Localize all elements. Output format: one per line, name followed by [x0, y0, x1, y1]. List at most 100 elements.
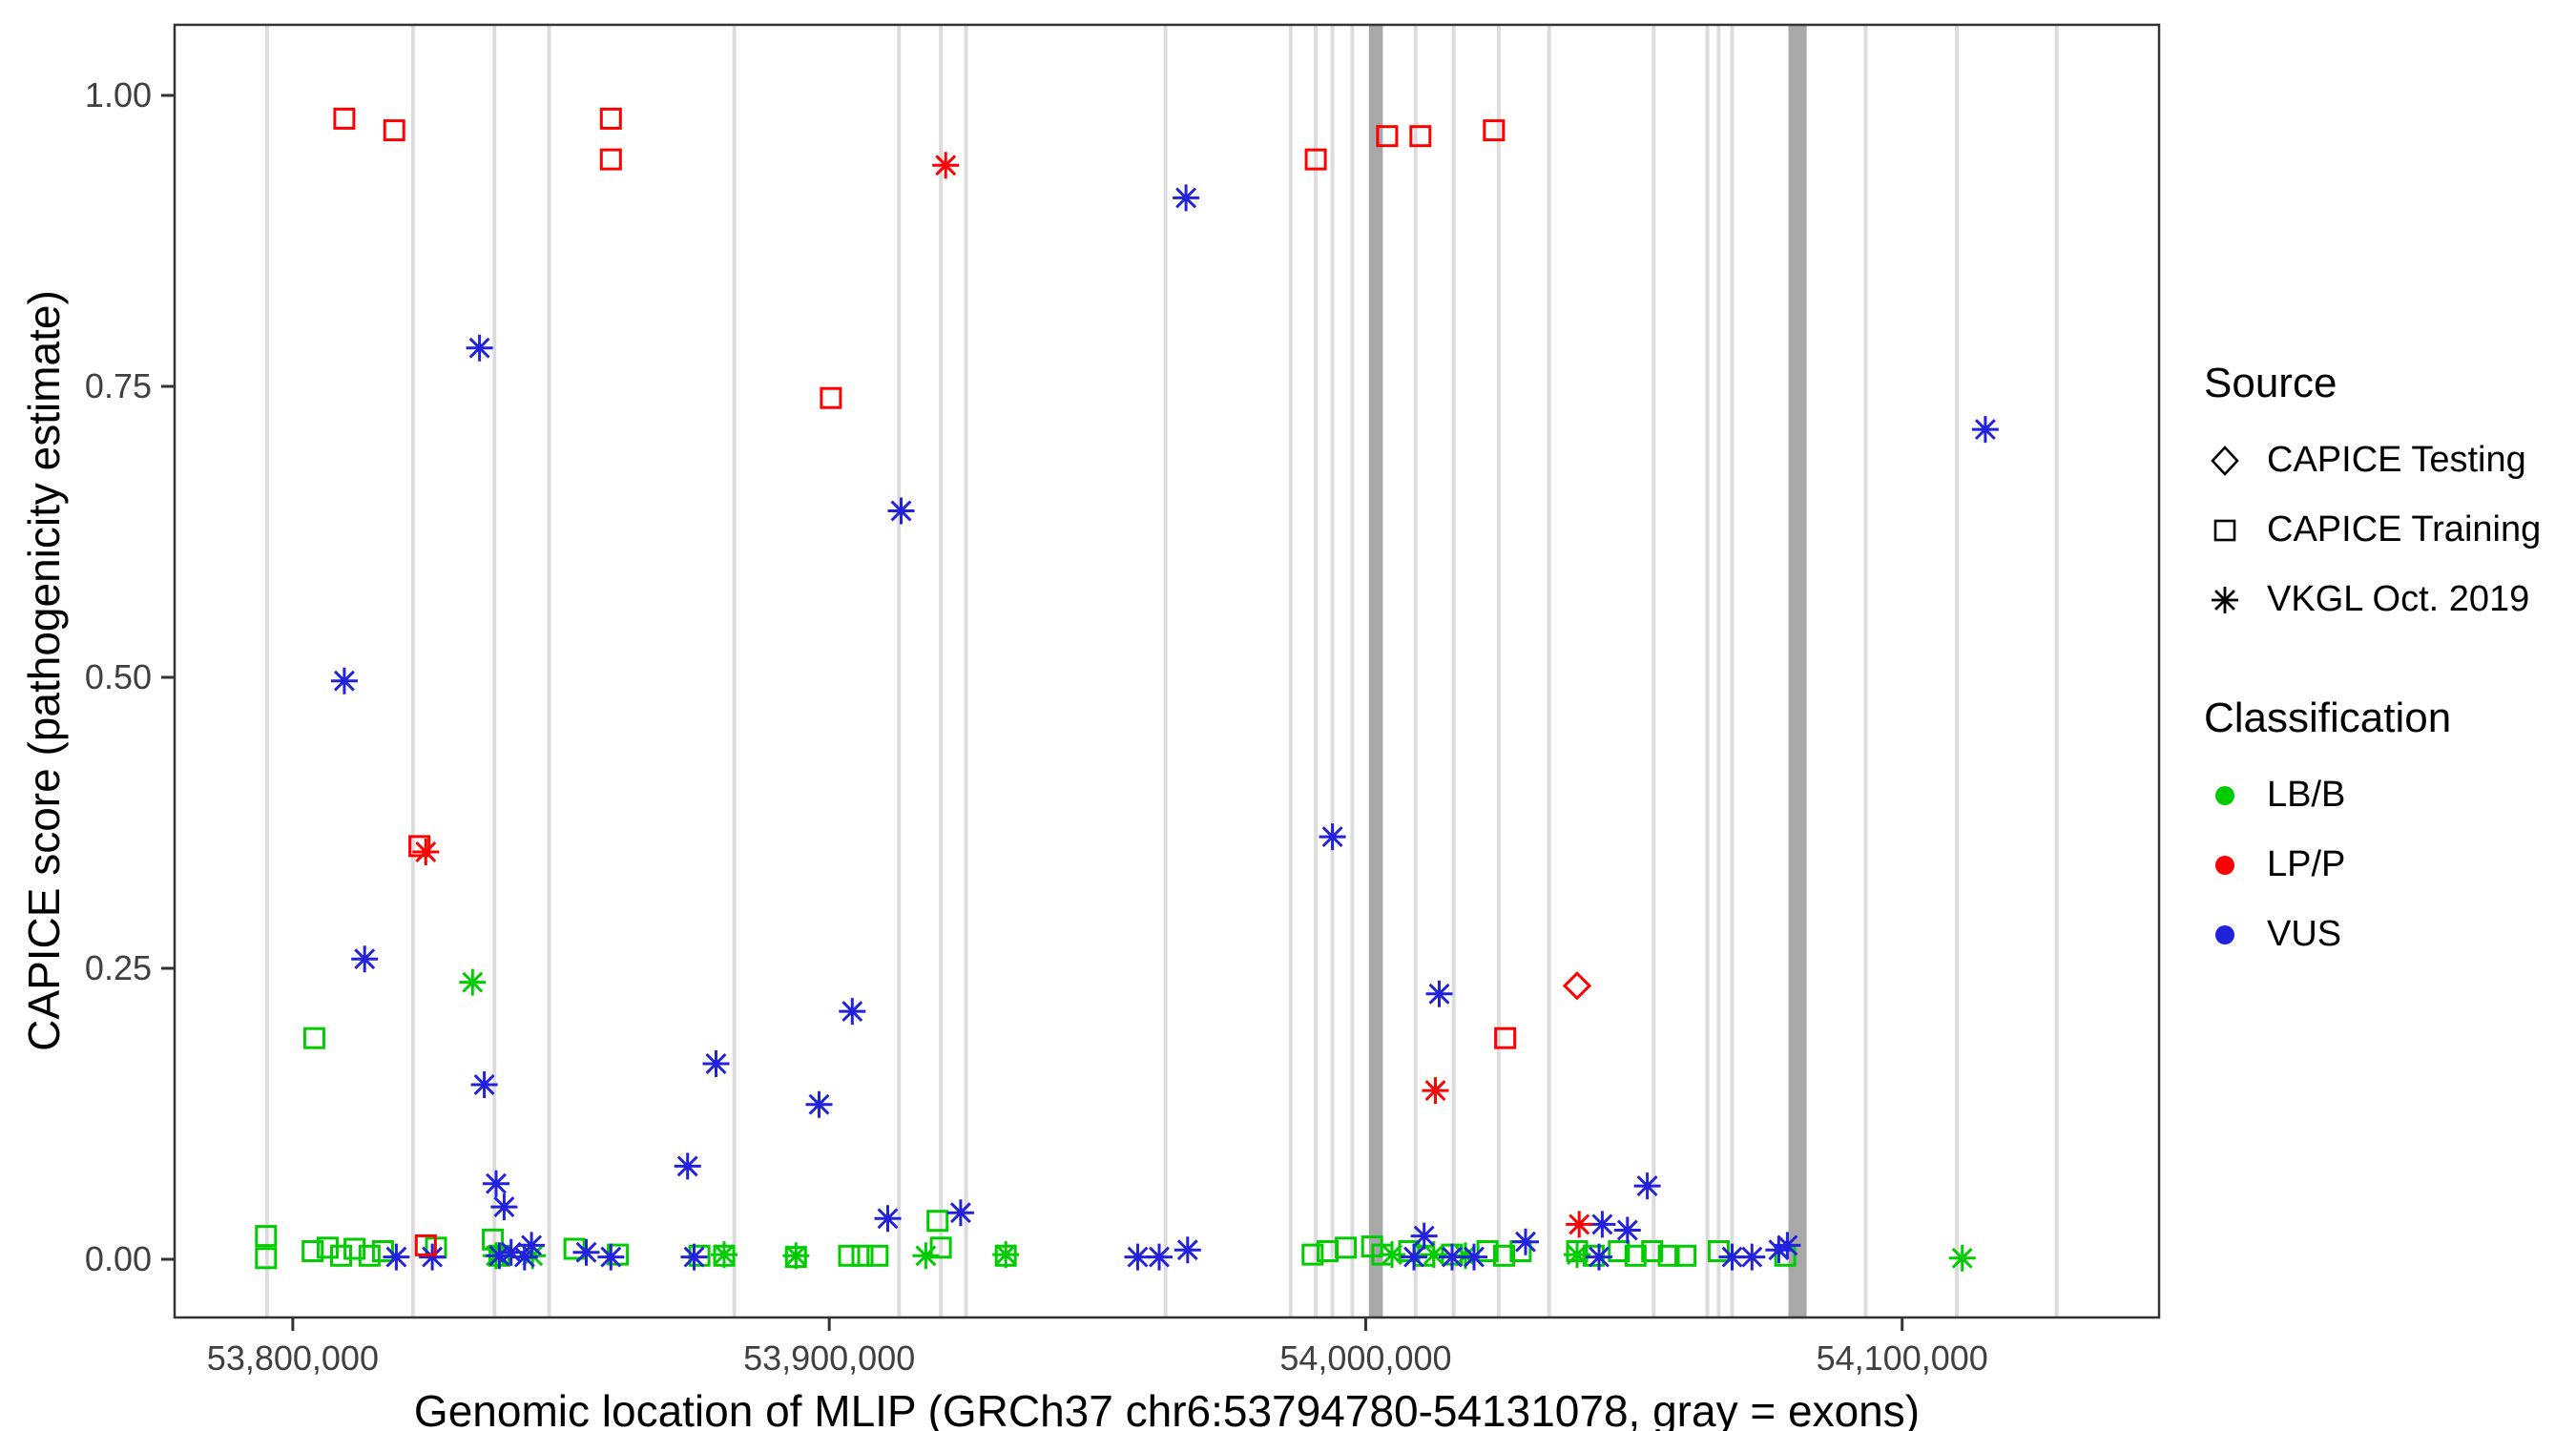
data-point	[1174, 1236, 1201, 1264]
data-point	[1409, 125, 1432, 148]
exon-bar	[1288, 25, 1293, 1317]
asterisk-icon	[2212, 586, 2238, 613]
data-point	[711, 1241, 737, 1269]
data-point	[510, 1243, 538, 1271]
data-point	[1420, 1241, 1447, 1269]
data-point	[874, 1205, 902, 1233]
x-tick-label: 53,900,000	[743, 1338, 915, 1378]
data-point	[946, 1199, 974, 1227]
data-point	[470, 1071, 498, 1098]
data-point	[1494, 1027, 1517, 1049]
data-point	[330, 1244, 352, 1267]
exon-bar	[1863, 25, 1868, 1317]
data-point	[1657, 1244, 1680, 1267]
data-point	[343, 1237, 366, 1260]
data-point	[674, 1152, 701, 1180]
data-point	[1971, 416, 1999, 444]
exon-bar	[1547, 25, 1551, 1317]
x-axis-title: Genomic location of MLIP (GRCh37 chr6:53…	[413, 1386, 1921, 1431]
dot-icon-red	[2215, 855, 2234, 875]
data-point	[887, 497, 915, 525]
data-point	[1765, 1236, 1793, 1264]
data-point	[483, 1170, 509, 1197]
data-point	[1624, 1244, 1647, 1267]
data-point	[1439, 1243, 1465, 1271]
exon-bar	[1451, 25, 1456, 1317]
exon-bar	[1716, 25, 1721, 1317]
data-point	[1948, 1244, 1976, 1272]
exon-bar	[964, 25, 968, 1317]
data-point	[1319, 823, 1346, 851]
y-tick-label: 0.50	[85, 657, 152, 696]
exon-bar	[1788, 25, 1807, 1317]
legend-item-capice-training: CAPICE Training	[2204, 495, 2566, 565]
data-point	[330, 667, 358, 695]
legend-item-vkgl: VKGL Oct. 2019	[2204, 565, 2566, 634]
exon-bar	[1350, 25, 1355, 1317]
data-point	[1613, 1216, 1641, 1244]
data-point	[912, 1242, 940, 1270]
exon-bar	[2054, 25, 2059, 1317]
exon-bar	[1955, 25, 1959, 1317]
data-point	[302, 1027, 325, 1049]
square-icon	[2213, 519, 2236, 541]
data-point	[419, 1243, 447, 1271]
data-point	[929, 1236, 952, 1259]
data-point	[1124, 1243, 1152, 1271]
x-tick-label: 54,000,000	[1279, 1338, 1451, 1378]
data-point	[383, 119, 405, 142]
legend-item-label: CAPICE Training	[2267, 509, 2542, 550]
exon-bar	[897, 25, 902, 1317]
exon-bar	[1705, 25, 1710, 1317]
exon-bar	[547, 25, 551, 1317]
legend-item-label: LB/B	[2267, 775, 2346, 815]
data-point	[866, 1244, 889, 1267]
y-tick-label: 0.75	[85, 366, 152, 405]
legend-item-label: CAPICE Testing	[2267, 440, 2526, 480]
data-point	[255, 1247, 278, 1270]
data-point	[932, 152, 960, 179]
panel-border	[173, 23, 2161, 1319]
legend-item-label: LP/P	[2267, 844, 2346, 884]
data-point	[1173, 184, 1200, 212]
exon-bar	[1730, 25, 1735, 1317]
data-point	[599, 148, 622, 171]
y-axis-title: CAPICE score (pathogenicity estimate)	[19, 290, 69, 1051]
data-point	[412, 839, 440, 865]
data-point	[572, 1238, 600, 1266]
data-point	[851, 1244, 874, 1267]
data-point	[408, 835, 431, 858]
exon-bar	[492, 25, 497, 1317]
data-point	[1608, 1240, 1631, 1262]
data-point	[597, 1243, 625, 1271]
data-point	[518, 1232, 546, 1259]
y-tick-label: 0.00	[85, 1239, 152, 1278]
legend-item-lbb: LB/B	[2204, 760, 2566, 830]
legend: Source CAPICE Testing CAPICE Training VK…	[2204, 359, 2566, 969]
legend-classification-title: Classification	[2204, 695, 2452, 741]
legend-source: Source CAPICE Testing CAPICE Training VK…	[2204, 359, 2566, 634]
exon-bar	[732, 25, 737, 1317]
data-point	[820, 386, 842, 409]
data-point	[1564, 1241, 1590, 1269]
data-point	[497, 1238, 525, 1266]
data-point	[358, 1244, 381, 1267]
y-tick-label: 0.25	[85, 948, 152, 987]
data-point	[1586, 1243, 1612, 1271]
data-point	[1422, 1077, 1449, 1105]
data-point	[383, 1243, 410, 1271]
data-point	[599, 107, 622, 130]
data-point	[351, 945, 379, 973]
exon-bar	[1163, 25, 1168, 1317]
data-point	[1738, 1243, 1766, 1271]
diamond-icon	[2211, 445, 2239, 476]
data-point	[1493, 1244, 1515, 1267]
data-point	[1401, 1243, 1427, 1271]
x-tick-label: 53,800,000	[207, 1338, 379, 1378]
data-point	[1379, 1241, 1405, 1269]
data-point	[838, 1244, 861, 1267]
legend-classification: Classification LB/B LP/P VUS	[2204, 694, 2566, 969]
exon-bar	[1496, 25, 1501, 1317]
